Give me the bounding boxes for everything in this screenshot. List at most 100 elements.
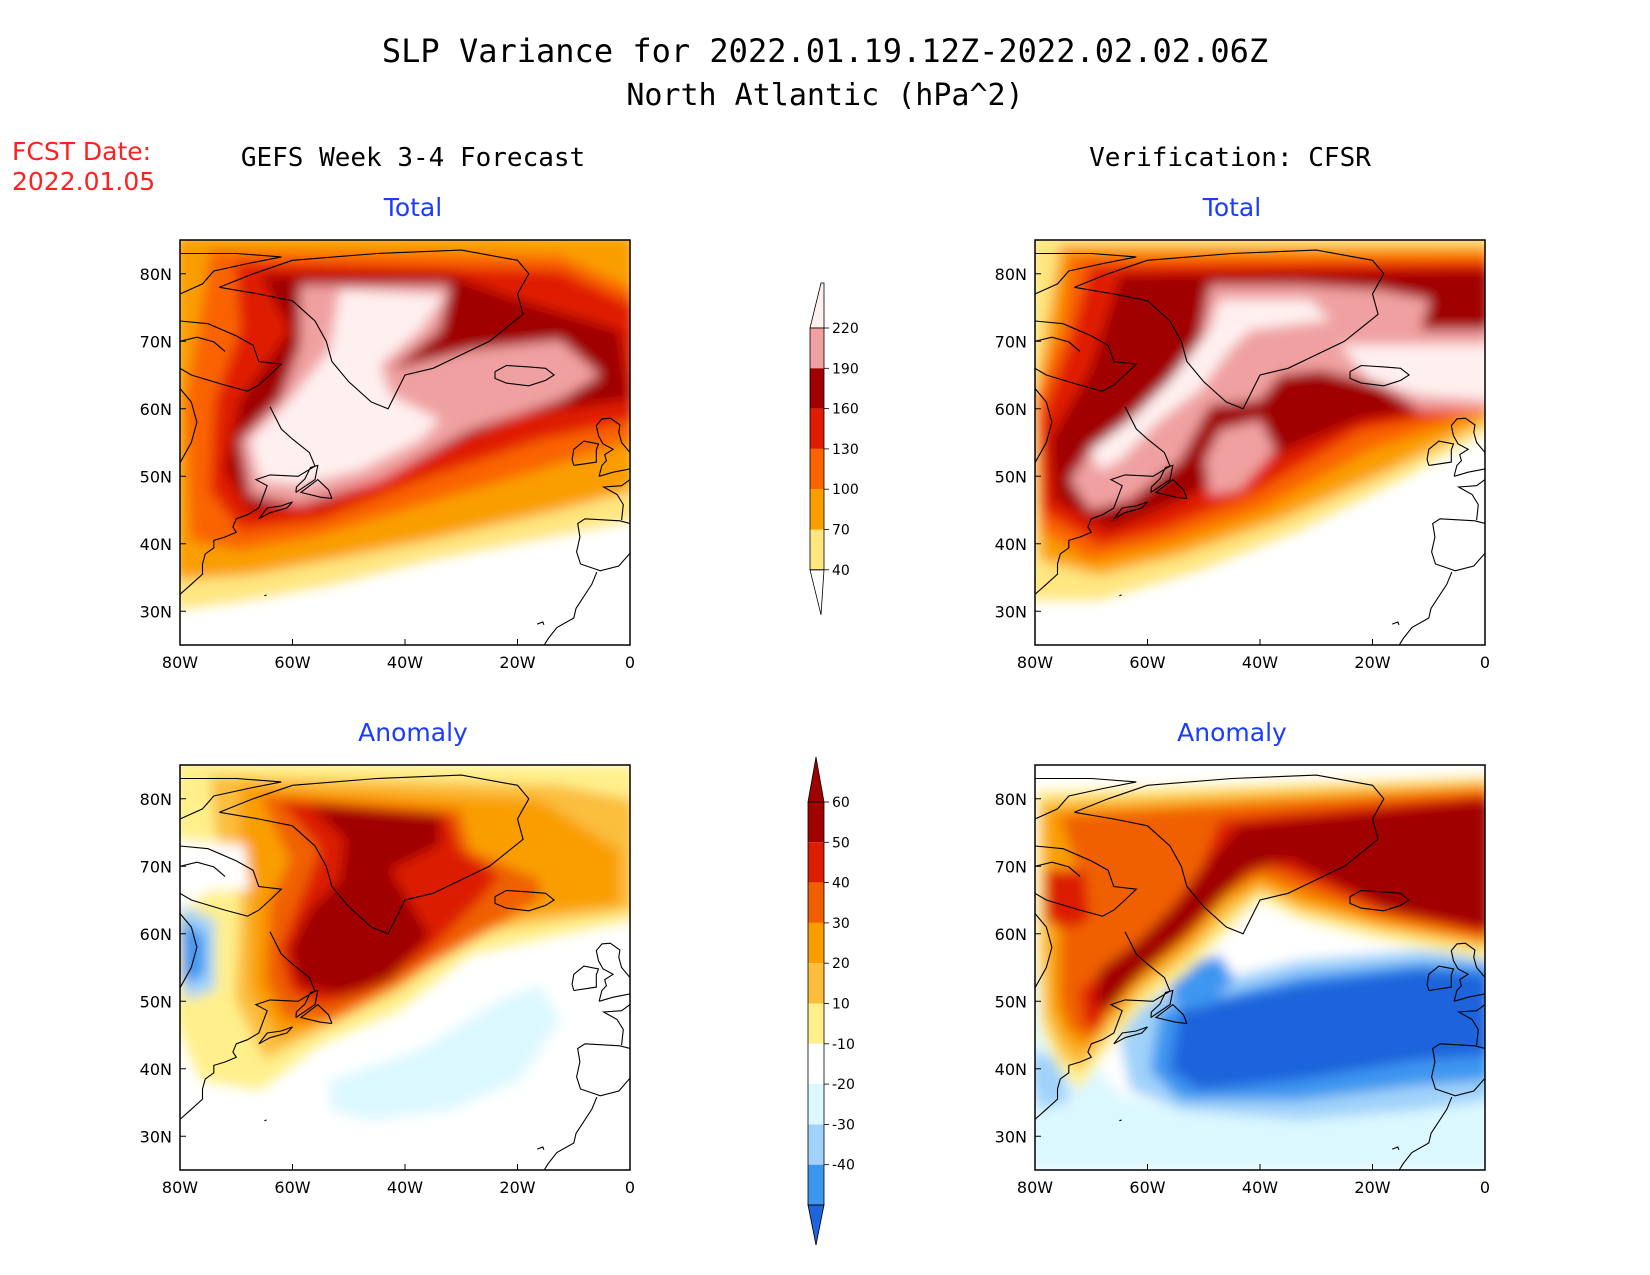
coastline-segment <box>264 594 267 597</box>
x-tick-label: 80W <box>1017 1178 1053 1197</box>
x-tick-label: 80W <box>1017 653 1053 672</box>
y-tick-label: 40N <box>995 535 1027 554</box>
colorbar-label: 60 <box>832 795 850 811</box>
coastline-cfsr-total <box>1035 249 1485 645</box>
colorbar-label: 130 <box>832 442 859 458</box>
colorbar-label: 100 <box>832 482 859 498</box>
x-tick-label: 60W <box>274 1178 310 1197</box>
panel-subtitle-fcst-total: Total <box>383 193 442 222</box>
fcst-date-value: 2022.01.05 <box>12 167 155 196</box>
coastline-segment <box>1392 621 1400 626</box>
coastline-segment <box>543 571 598 645</box>
coastline-segment <box>576 518 630 572</box>
coastline-segment <box>1035 913 1053 989</box>
colorbar-label: -20 <box>832 1077 855 1093</box>
coastline-segment <box>299 478 333 500</box>
x-tick-label: 0 <box>625 653 635 672</box>
coastline-segment <box>1035 845 1138 917</box>
y-tick-label: 60N <box>140 400 172 419</box>
x-tick-label: 0 <box>1480 1178 1490 1197</box>
coastline-segment <box>1150 989 1174 1018</box>
colorbar-label: 160 <box>832 402 859 418</box>
x-tick-label: 20W <box>499 653 535 672</box>
coastline-segment <box>494 364 556 387</box>
map-panel-fcst-total <box>180 240 630 645</box>
panel-subtitle-cfsr-total: Total <box>1202 193 1261 222</box>
coastline-segment <box>295 989 319 1018</box>
colorbar-label: -30 <box>832 1117 855 1133</box>
coastline-segment <box>1074 774 1385 935</box>
y-tick-label: 40N <box>995 1060 1027 1079</box>
coastline-segment <box>180 388 198 464</box>
coastline-segment <box>1035 388 1053 464</box>
coastline-segment <box>1426 440 1455 466</box>
coastline-segment <box>180 320 283 392</box>
coastline-segment <box>180 252 282 295</box>
colorbar-segment <box>808 963 824 1004</box>
coastline-segment <box>1119 1119 1122 1122</box>
coastline-segment <box>1113 1026 1148 1045</box>
coastline-segment <box>1035 777 1137 820</box>
coastline-segment <box>1456 479 1485 521</box>
coastline-segment <box>219 249 530 410</box>
colorbar-label: -40 <box>832 1158 855 1174</box>
colorbar-segment <box>808 922 824 964</box>
colorbar-top-arrow <box>809 282 825 329</box>
panel-subtitle-fcst-anomaly: Anomaly <box>358 718 468 747</box>
coastline-segment <box>1035 931 1171 1120</box>
coastline-segment <box>1431 1043 1485 1097</box>
map-panel-cfsr-anomaly <box>1035 765 1485 1170</box>
colorbar-segment <box>810 408 824 449</box>
y-tick-label: 70N <box>140 857 172 876</box>
coastline-segment <box>1450 942 1485 1002</box>
map-panel-cfsr-total <box>1035 240 1485 645</box>
coastline-segment <box>1035 861 1081 877</box>
coastline-segment <box>1431 518 1485 572</box>
coastline-segment <box>595 417 630 477</box>
x-tick-label: 40W <box>1242 653 1278 672</box>
colorbar-bottom-arrow <box>809 569 825 615</box>
coastline-segment <box>180 406 316 595</box>
coastline-segment <box>180 861 226 877</box>
x-tick-label: 60W <box>274 653 310 672</box>
coastline-segment <box>595 942 630 1002</box>
coastline-segment <box>180 913 198 989</box>
forecast-column-header: GEFS Week 3-4 Forecast <box>241 143 585 173</box>
coastline-segment <box>1035 320 1138 392</box>
y-tick-label: 50N <box>140 992 172 1011</box>
x-tick-label: 80W <box>162 1178 198 1197</box>
figure-title: SLP Variance for 2022.01.19.12Z-2022.02.… <box>382 32 1268 70</box>
coastline-segment <box>537 621 545 626</box>
coastline-cfsr-anomaly <box>1035 774 1485 1170</box>
coastline-segment <box>1035 336 1081 352</box>
coastline-segment <box>1349 889 1411 912</box>
coastline-segment <box>180 845 283 917</box>
map-panel-fcst-anomaly <box>180 765 630 1170</box>
map-axes-cfsr-anomaly: 80W 60W 40W 20W 0 80N 70N 60N 50N 40N 30N <box>995 764 1490 1197</box>
colorbar-segment <box>808 882 824 923</box>
y-tick-label: 50N <box>995 467 1027 486</box>
coastline-segment <box>180 336 226 352</box>
coastline-segment <box>180 931 316 1120</box>
x-tick-label: 40W <box>387 1178 423 1197</box>
figure-subtitle: North Atlantic (hPa^2) <box>626 78 1023 113</box>
coastline-segment <box>601 1004 630 1046</box>
y-tick-label: 60N <box>140 925 172 944</box>
fcst-date-label: FCST Date: <box>12 137 151 166</box>
coastline-fcst-anomaly <box>180 774 630 1170</box>
map-axes-fcst-anomaly: 80W 60W 40W 20W 0 80N 70N 60N 50N 40N 30N <box>140 764 635 1197</box>
map-frames: 80W 60W 40W 20W 0 80N 70N 60N 50N 40N 30N 80W 60W 40W… <box>140 239 1490 1197</box>
x-tick-label: 0 <box>1480 653 1490 672</box>
coastline-segment <box>494 889 556 912</box>
x-tick-label: 40W <box>387 653 423 672</box>
colorbar-total: 220 190 160 130 100 70 40 <box>809 282 859 615</box>
coastline-segment <box>1113 501 1148 520</box>
coastline-segment <box>299 1003 333 1025</box>
colorbar-label: 50 <box>832 835 850 851</box>
colorbar-label: -10 <box>832 1037 855 1053</box>
colorbar-label: 10 <box>832 997 850 1013</box>
colorbar-label: 220 <box>832 321 859 337</box>
colorbar-bottom-arrow <box>807 1204 825 1246</box>
coastline-segment <box>1074 249 1385 410</box>
